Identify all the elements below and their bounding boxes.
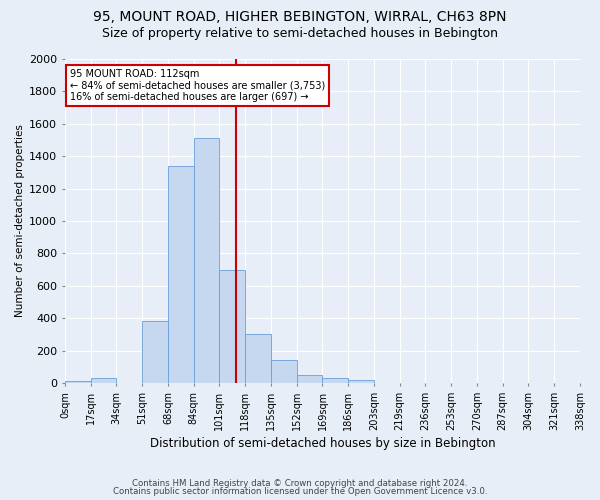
Bar [271,360,297,383]
Bar [348,380,374,383]
Y-axis label: Number of semi-detached properties: Number of semi-detached properties [15,124,25,318]
Text: Size of property relative to semi-detached houses in Bebington: Size of property relative to semi-detach… [102,28,498,40]
Bar [194,138,220,383]
X-axis label: Distribution of semi-detached houses by size in Bebington: Distribution of semi-detached houses by … [149,437,495,450]
Bar [65,380,91,383]
Bar [142,322,168,383]
Bar [91,378,116,383]
Bar [322,378,348,383]
Bar [297,375,322,383]
Bar [168,166,194,383]
Text: Contains HM Land Registry data © Crown copyright and database right 2024.: Contains HM Land Registry data © Crown c… [132,478,468,488]
Bar [220,270,245,383]
Text: 95 MOUNT ROAD: 112sqm
← 84% of semi-detached houses are smaller (3,753)
16% of s: 95 MOUNT ROAD: 112sqm ← 84% of semi-deta… [70,68,325,102]
Text: 95, MOUNT ROAD, HIGHER BEBINGTON, WIRRAL, CH63 8PN: 95, MOUNT ROAD, HIGHER BEBINGTON, WIRRAL… [93,10,507,24]
Bar [245,334,271,383]
Text: Contains public sector information licensed under the Open Government Licence v3: Contains public sector information licen… [113,487,487,496]
